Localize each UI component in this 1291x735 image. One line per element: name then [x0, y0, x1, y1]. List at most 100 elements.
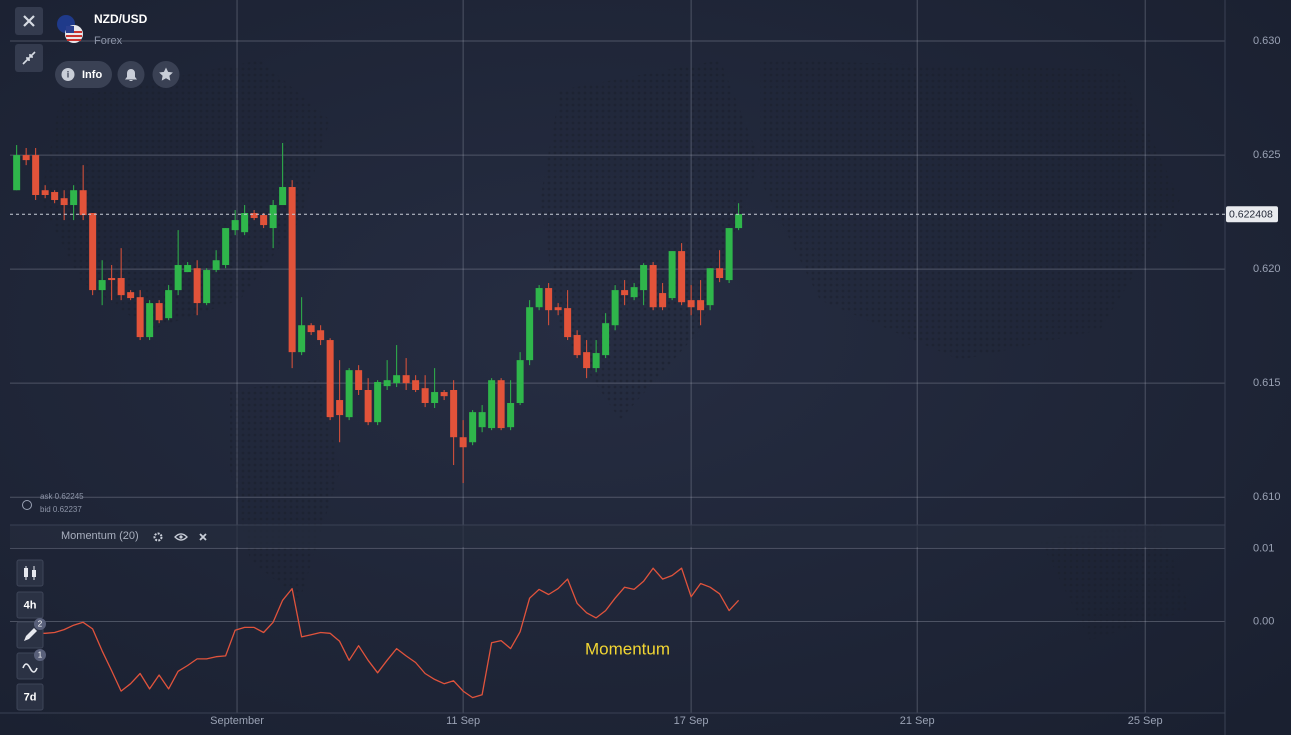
drawings-badge	[34, 618, 46, 630]
candle-body	[497, 380, 505, 429]
candle-body	[260, 215, 268, 226]
candle-body	[393, 375, 401, 384]
ask-price: ask 0.62245	[40, 492, 84, 501]
candle-body	[51, 192, 59, 201]
star-icon	[159, 67, 173, 81]
candle-body	[668, 251, 676, 299]
candle-body	[326, 340, 334, 418]
eye-pupil	[179, 535, 183, 539]
candle-body	[478, 412, 486, 428]
y-tick-label: 0.00	[1253, 615, 1274, 627]
info-icon	[61, 68, 75, 81]
candle-body	[374, 382, 382, 423]
candle-body	[317, 330, 325, 341]
y-tick-label: 0.630	[1253, 35, 1281, 47]
candle-body	[108, 278, 116, 281]
timeframe-label: 4h	[24, 599, 37, 611]
candle-body	[725, 228, 733, 281]
candle-body	[649, 265, 657, 308]
candle-body	[687, 300, 695, 308]
x-tick-label: 25 Sep	[1128, 715, 1163, 727]
info-icon-glyph: i	[67, 69, 70, 79]
candle-body	[535, 288, 543, 308]
candle-body	[526, 307, 534, 361]
quote-help-icon	[22, 500, 32, 510]
drawings-badge-count: 2	[38, 620, 43, 629]
candle-body	[231, 220, 239, 231]
candle-body	[222, 228, 230, 266]
candle-body	[307, 325, 315, 333]
indicators-badge-count: 1	[38, 651, 43, 660]
grid	[10, 0, 1225, 713]
x-tick-label: 21 Sep	[900, 715, 935, 727]
candle-body	[98, 280, 106, 291]
momentum-line	[16, 567, 740, 699]
candle-body	[184, 265, 192, 273]
candle-body	[545, 288, 553, 311]
candle-body	[383, 380, 391, 387]
candle-body	[412, 380, 420, 390]
candle-body	[250, 213, 258, 219]
candle-body	[241, 213, 249, 233]
y-tick-label: 0.615	[1253, 377, 1281, 389]
candle-body	[716, 268, 724, 279]
indicator-header-bar	[10, 525, 1225, 547]
y-tick-label: 0.625	[1253, 149, 1281, 161]
candle-body	[269, 205, 277, 229]
candle-body	[450, 390, 458, 438]
candle-body	[421, 388, 429, 403]
candle-body	[355, 370, 363, 390]
candle-body	[203, 270, 211, 304]
candle-body	[706, 268, 714, 306]
candle-body	[583, 352, 591, 369]
pencil-icon	[24, 628, 37, 641]
info-button[interactable]	[55, 61, 112, 88]
candle-body	[564, 308, 572, 338]
current-price-label: 0.622408	[1229, 208, 1273, 220]
candle-body	[136, 297, 144, 338]
candle-body	[554, 307, 562, 311]
candle-body	[735, 214, 743, 229]
indicator-visibility[interactable]	[174, 533, 188, 541]
candle-body	[288, 187, 296, 353]
candle-body	[165, 290, 173, 319]
x-tick-label: September	[210, 715, 264, 727]
candle-body	[22, 155, 30, 161]
plot	[10, 143, 1225, 699]
candle-body	[79, 190, 87, 216]
candle-body	[364, 390, 372, 423]
annotation: Momentum	[585, 639, 670, 658]
candle-body	[279, 187, 287, 206]
indicator-remove[interactable]	[199, 533, 207, 541]
candle-body	[640, 265, 648, 291]
candle-body	[592, 353, 600, 369]
chart-type-button[interactable]	[16, 559, 44, 587]
timeframe-button[interactable]	[16, 591, 44, 619]
y-tick-label: 0.01	[1253, 542, 1274, 554]
candle-body	[117, 278, 125, 296]
bid-price: bid 0.62237	[40, 505, 82, 514]
candle-body	[345, 370, 353, 418]
candle-body	[89, 213, 97, 291]
candle-body	[488, 380, 496, 429]
period-button[interactable]	[16, 683, 44, 711]
candle-body	[60, 198, 68, 206]
indicator-settings[interactable]	[153, 532, 163, 542]
y-tick-label: 0.620	[1253, 263, 1281, 275]
candle-body	[431, 392, 439, 403]
close-icon	[23, 15, 35, 27]
y-tick-label: 0.610	[1253, 491, 1281, 503]
candle-body	[507, 403, 515, 428]
candle-body	[459, 437, 467, 448]
candle-body	[174, 265, 182, 291]
chart-type-candle	[32, 570, 36, 577]
x-tick-label: 17 Sep	[674, 715, 709, 727]
candle-body	[212, 260, 220, 271]
world-map	[40, 60, 1190, 640]
indicators-badge	[34, 649, 46, 661]
indicator-title: Momentum (20)	[61, 530, 139, 542]
candle-body	[440, 392, 448, 397]
candle-body	[70, 190, 78, 206]
candle-body	[336, 400, 344, 416]
